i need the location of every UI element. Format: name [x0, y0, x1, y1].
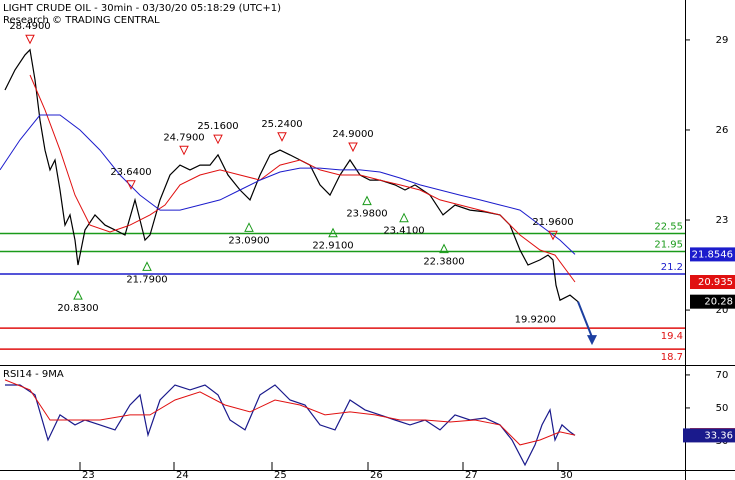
- chart-subtitle: Research © TRADING CENTRAL: [3, 15, 160, 26]
- last-value-box: [690, 275, 735, 290]
- low-label: 23.4100: [383, 226, 424, 237]
- high-marker: [213, 134, 223, 145]
- series-line: [5, 384, 576, 467]
- low-marker: [439, 243, 449, 254]
- x-tick-label: 24: [176, 470, 189, 480]
- high-label: 21.9600: [532, 217, 573, 228]
- low-marker: [399, 212, 409, 223]
- high-marker: [179, 145, 189, 156]
- level-note: 19.9200: [515, 314, 556, 325]
- high-marker: [548, 230, 558, 241]
- low-label: 21.7900: [126, 274, 167, 285]
- series-line: [29, 74, 576, 283]
- last-value-box: [683, 428, 735, 443]
- high-label: 25.1600: [197, 121, 238, 132]
- series-line: [0, 114, 576, 255]
- x-tick-label: 26: [370, 470, 383, 480]
- last-value-label: 33.36: [704, 430, 733, 441]
- high-label: 28.4900: [9, 21, 50, 32]
- low-marker: [73, 290, 83, 300]
- high-marker: [25, 34, 35, 45]
- high-label: 24.7900: [163, 132, 204, 143]
- last-value-label: 21.8546: [692, 249, 733, 260]
- last-value-label: 20.28: [704, 297, 733, 308]
- x-tick-label: 30: [560, 470, 573, 480]
- forecast-arrow: [577, 301, 593, 338]
- y-tick-label: 26: [716, 125, 729, 136]
- low-label: 20.8300: [57, 303, 98, 314]
- low-marker: [328, 227, 338, 238]
- low-label: 22.3800: [423, 257, 464, 268]
- high-marker: [126, 180, 136, 190]
- x-tick-label: 23: [82, 470, 95, 480]
- y-tick-label: 70: [716, 370, 729, 381]
- level-label: 19.4: [661, 331, 683, 342]
- level-label: 22.55: [654, 222, 683, 233]
- level-label: 18.7: [661, 352, 683, 363]
- level-label: 21.2: [661, 262, 683, 273]
- x-tick-label: 27: [465, 470, 478, 480]
- last-value-box: [690, 294, 735, 309]
- rsi-title: RSI14 - 9MA: [3, 369, 64, 380]
- y-tick-label: 23: [716, 215, 729, 226]
- y-tick-label: 20: [716, 305, 729, 316]
- low-marker: [362, 195, 372, 206]
- x-tick-label: 25: [274, 470, 287, 480]
- last-value-label: 20.935: [698, 277, 733, 288]
- low-marker: [244, 222, 254, 232]
- y-tick-label: 50: [716, 403, 729, 414]
- high-label: 25.2400: [261, 119, 302, 130]
- plot-layer: 29 26 23 20 23 24 25 26 27 30 22.55 21.95 21.2 19.4 18…: [0, 21, 735, 480]
- low-label: 23.0900: [228, 235, 269, 246]
- last-value-box: [690, 247, 735, 262]
- low-marker: [142, 261, 152, 271]
- low-label: 22.9100: [312, 241, 353, 252]
- series-line: [4, 379, 576, 446]
- high-label: 24.9000: [332, 129, 373, 140]
- y-tick-label: 29: [716, 35, 729, 46]
- level-label: 21.95: [654, 240, 683, 251]
- high-label: 23.6400: [110, 167, 151, 178]
- low-label: 23.9800: [346, 209, 387, 220]
- chart-title: LIGHT CRUDE OIL - 30min - 03/30/20 05:18…: [3, 3, 281, 14]
- high-marker: [348, 142, 358, 153]
- forecast-arrowhead: [587, 335, 597, 346]
- high-marker: [277, 132, 287, 142]
